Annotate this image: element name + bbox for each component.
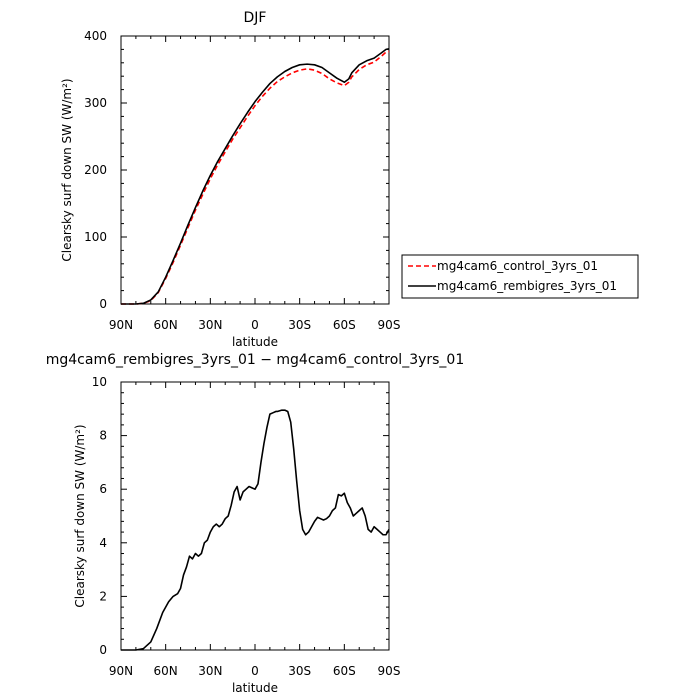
top-chart-panel: DJF latitude Clearsky surf down SW (W/m²… bbox=[60, 10, 400, 349]
bottom-x-tick-label: 60N bbox=[154, 664, 178, 678]
top-x-tick-label: 30N bbox=[198, 318, 222, 332]
bottom-plot-frame bbox=[120, 381, 390, 651]
bottom-x-tick-label: 30N bbox=[198, 664, 222, 678]
legend: mg4cam6_control_3yrs_01 mg4cam6_rembigre… bbox=[401, 254, 639, 299]
top-series-lines bbox=[121, 47, 390, 305]
bottom-series-line-difference bbox=[121, 409, 390, 651]
bottom-y-tick-label: 2 bbox=[99, 589, 107, 603]
top-y-tick-label: 0 bbox=[99, 297, 107, 311]
top-chart-title: DJF bbox=[244, 10, 267, 26]
bottom-y-tick-label: 0 bbox=[99, 643, 107, 657]
bottom-x-tick-label: 60S bbox=[333, 664, 356, 678]
top-series-line-mg4cam6-control-3yrs-01 bbox=[121, 50, 390, 305]
bottom-x-tick-label: 0 bbox=[251, 664, 259, 678]
bottom-y-tick-label: 6 bbox=[99, 482, 107, 496]
legend-label-rembigres: mg4cam6_rembigres_3yrs_01 bbox=[437, 279, 617, 293]
top-y-tick-label: 200 bbox=[84, 163, 107, 177]
bottom-y-tick-label: 8 bbox=[99, 429, 107, 443]
top-x-tick-label: 60N bbox=[154, 318, 178, 332]
top-x-tick-label: 90N bbox=[109, 318, 133, 332]
top-y-tick-label: 100 bbox=[84, 230, 107, 244]
bottom-y-tick-label: 10 bbox=[92, 375, 107, 389]
bottom-series-lines bbox=[121, 409, 390, 651]
top-y-axis-title: Clearsky surf down SW (W/m²) bbox=[60, 78, 74, 261]
bottom-chart-title: mg4cam6_rembigres_3yrs_01 − mg4cam6_cont… bbox=[46, 352, 465, 368]
top-x-tick-label: 30S bbox=[288, 318, 311, 332]
bottom-x-axis-title: latitude bbox=[232, 681, 278, 695]
bottom-y-tick-label: 4 bbox=[99, 536, 107, 550]
top-axis-ticks: 90N 60N 30N 0 30S 60S 90S 0 100 200 300 400 bbox=[84, 29, 400, 332]
top-x-tick-label: 60S bbox=[333, 318, 356, 332]
top-y-tick-label: 400 bbox=[84, 29, 107, 43]
bottom-x-tick-label: 30S bbox=[288, 664, 311, 678]
bottom-chart-panel: mg4cam6_rembigres_3yrs_01 − mg4cam6_cont… bbox=[46, 352, 465, 695]
bottom-axis-ticks: 90N 60N 30N 0 30S 60S 90S 0 2 4 6 8 10 bbox=[92, 375, 401, 678]
legend-label-control: mg4cam6_control_3yrs_01 bbox=[437, 259, 598, 273]
top-x-tick-label: 0 bbox=[251, 318, 259, 332]
bottom-x-tick-label: 90N bbox=[109, 664, 133, 678]
top-series-line-mg4cam6-rembigres-3yrs-01 bbox=[121, 47, 390, 305]
bottom-y-axis-title: Clearsky surf down SW (W/m²) bbox=[73, 424, 87, 607]
top-x-axis-title: latitude bbox=[232, 335, 278, 349]
top-x-tick-label: 90S bbox=[378, 318, 401, 332]
top-plot-frame bbox=[120, 35, 390, 305]
bottom-x-tick-label: 90S bbox=[378, 664, 401, 678]
legend-box bbox=[401, 254, 639, 299]
top-y-tick-label: 300 bbox=[84, 96, 107, 110]
